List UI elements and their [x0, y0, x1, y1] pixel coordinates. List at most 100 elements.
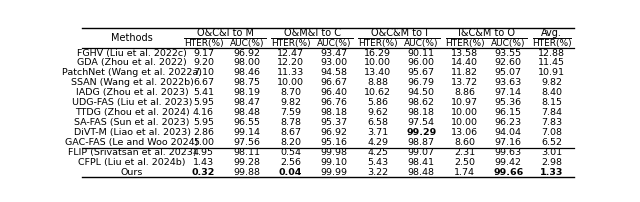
Text: 7.83: 7.83 — [541, 118, 563, 127]
Text: 98.11: 98.11 — [234, 148, 260, 157]
Text: 3.71: 3.71 — [367, 128, 388, 137]
Text: Methods: Methods — [111, 33, 153, 43]
Text: 10.00: 10.00 — [451, 118, 478, 127]
Text: O&M&I to C: O&M&I to C — [284, 28, 340, 38]
Text: 9.82: 9.82 — [541, 78, 563, 87]
Text: 16.29: 16.29 — [364, 48, 391, 58]
Text: 97.14: 97.14 — [495, 88, 522, 97]
Text: Avg.: Avg. — [541, 28, 562, 38]
Text: 95.16: 95.16 — [321, 138, 348, 147]
Text: AUC(%): AUC(%) — [404, 39, 438, 47]
Text: 5.43: 5.43 — [367, 158, 388, 167]
Text: 13.06: 13.06 — [451, 128, 478, 137]
Text: UDG-FAS (Liu et al. 2023): UDG-FAS (Liu et al. 2023) — [72, 98, 193, 107]
Text: 8.20: 8.20 — [280, 138, 301, 147]
Text: FGHV (Liu et al. 2022c): FGHV (Liu et al. 2022c) — [77, 48, 187, 58]
Text: 96.92: 96.92 — [321, 128, 348, 137]
Text: 99.10: 99.10 — [321, 158, 348, 167]
Text: GAC-FAS (Le and Woo 2024): GAC-FAS (Le and Woo 2024) — [65, 138, 199, 147]
Text: HTER(%): HTER(%) — [271, 39, 310, 47]
Text: 7.59: 7.59 — [280, 108, 301, 117]
Text: 5.95: 5.95 — [193, 98, 214, 107]
Text: 7.08: 7.08 — [541, 128, 563, 137]
Text: 92.60: 92.60 — [495, 58, 522, 67]
Text: 1.33: 1.33 — [540, 168, 563, 177]
Text: 96.15: 96.15 — [495, 108, 522, 117]
Text: HTER(%): HTER(%) — [184, 39, 223, 47]
Text: CFPL (Liu et al. 2024b): CFPL (Liu et al. 2024b) — [78, 158, 186, 167]
Text: 96.79: 96.79 — [408, 78, 435, 87]
Text: 6.58: 6.58 — [367, 118, 388, 127]
Text: 8.40: 8.40 — [541, 88, 563, 97]
Text: TTDG (Zhou et al. 2024): TTDG (Zhou et al. 2024) — [75, 108, 189, 117]
Text: O&C&M to I: O&C&M to I — [371, 28, 428, 38]
Text: DiVT-M (Liao et al. 2023): DiVT-M (Liao et al. 2023) — [74, 128, 191, 137]
Text: 90.11: 90.11 — [408, 48, 435, 58]
Text: 2.31: 2.31 — [454, 148, 476, 157]
Text: 9.20: 9.20 — [193, 58, 214, 67]
Text: 93.00: 93.00 — [321, 58, 348, 67]
Text: 98.18: 98.18 — [408, 108, 435, 117]
Text: 95.07: 95.07 — [495, 68, 522, 77]
Text: 94.50: 94.50 — [408, 88, 435, 97]
Text: GDA (Zhou et al. 2022): GDA (Zhou et al. 2022) — [77, 58, 187, 67]
Text: 0.32: 0.32 — [192, 168, 215, 177]
Text: 97.16: 97.16 — [495, 138, 522, 147]
Text: 8.60: 8.60 — [454, 138, 475, 147]
Text: 98.41: 98.41 — [408, 158, 435, 167]
Text: 10.00: 10.00 — [364, 58, 391, 67]
Text: 12.20: 12.20 — [277, 58, 304, 67]
Text: I&C&M to O: I&C&M to O — [458, 28, 515, 38]
Text: AUC(%): AUC(%) — [491, 39, 525, 47]
Text: 99.14: 99.14 — [234, 128, 260, 137]
Text: 5.00: 5.00 — [193, 138, 214, 147]
Text: SA-FAS (Sun et al. 2023): SA-FAS (Sun et al. 2023) — [74, 118, 190, 127]
Text: 94.04: 94.04 — [495, 128, 522, 137]
Text: 14.40: 14.40 — [451, 58, 478, 67]
Text: AUC(%): AUC(%) — [230, 39, 264, 47]
Text: 99.99: 99.99 — [321, 168, 348, 177]
Text: 3.01: 3.01 — [541, 148, 563, 157]
Text: 96.00: 96.00 — [408, 58, 435, 67]
Text: 5.41: 5.41 — [193, 88, 214, 97]
Text: 11.33: 11.33 — [277, 68, 304, 77]
Text: 98.75: 98.75 — [234, 78, 260, 87]
Text: 96.67: 96.67 — [321, 78, 348, 87]
Text: 3.22: 3.22 — [367, 168, 388, 177]
Text: SSAN (Wang et al. 2022b): SSAN (Wang et al. 2022b) — [70, 78, 193, 87]
Text: 95.37: 95.37 — [321, 118, 348, 127]
Text: 98.87: 98.87 — [408, 138, 435, 147]
Text: 8.78: 8.78 — [280, 118, 301, 127]
Text: 11.82: 11.82 — [451, 68, 478, 77]
Text: 99.88: 99.88 — [234, 168, 260, 177]
Text: 98.47: 98.47 — [234, 98, 260, 107]
Text: 96.76: 96.76 — [321, 98, 348, 107]
Text: 95.67: 95.67 — [408, 68, 435, 77]
Text: 94.58: 94.58 — [321, 68, 348, 77]
Text: 4.29: 4.29 — [367, 138, 388, 147]
Text: PatchNet (Wang et al. 2022a): PatchNet (Wang et al. 2022a) — [62, 68, 202, 77]
Text: 96.92: 96.92 — [234, 48, 260, 58]
Text: 99.63: 99.63 — [495, 148, 522, 157]
Text: 10.00: 10.00 — [451, 108, 478, 117]
Text: 5.86: 5.86 — [367, 98, 388, 107]
Text: 99.42: 99.42 — [495, 158, 522, 167]
Text: 98.46: 98.46 — [234, 68, 260, 77]
Text: 98.19: 98.19 — [234, 88, 260, 97]
Text: 7.84: 7.84 — [541, 108, 563, 117]
Text: 8.15: 8.15 — [541, 98, 563, 107]
Text: 97.54: 97.54 — [408, 118, 435, 127]
Text: 8.88: 8.88 — [367, 78, 388, 87]
Text: 95.36: 95.36 — [495, 98, 522, 107]
Text: 11.45: 11.45 — [538, 58, 565, 67]
Text: 96.23: 96.23 — [495, 118, 522, 127]
Text: 99.07: 99.07 — [408, 148, 435, 157]
Text: 93.55: 93.55 — [495, 48, 522, 58]
Text: 9.82: 9.82 — [280, 98, 301, 107]
Text: 10.91: 10.91 — [538, 68, 565, 77]
Text: 93.47: 93.47 — [321, 48, 348, 58]
Text: 10.00: 10.00 — [277, 78, 304, 87]
Text: 9.17: 9.17 — [193, 48, 214, 58]
Text: 97.56: 97.56 — [234, 138, 260, 147]
Text: AUC(%): AUC(%) — [317, 39, 351, 47]
